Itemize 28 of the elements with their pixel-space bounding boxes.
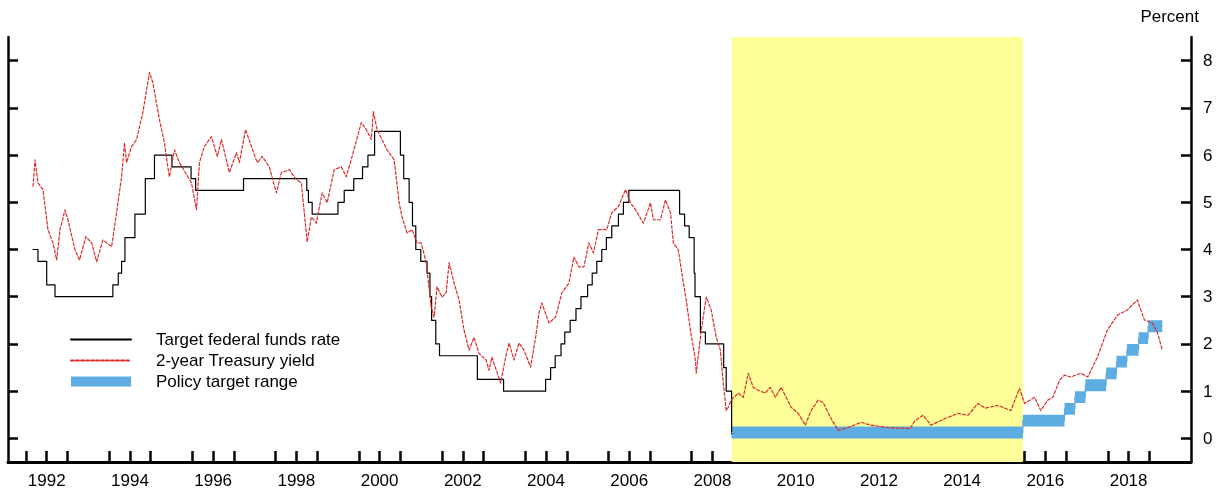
x-tick-label: 1998 — [277, 471, 316, 490]
x-tick-label: 2000 — [360, 471, 399, 490]
y-tick-label: 5 — [1203, 192, 1213, 212]
line-series — [32, 71, 1163, 431]
x-tick-label: 2014 — [943, 471, 982, 490]
x-tick-label: 2002 — [443, 471, 482, 490]
y-tick-label: 3 — [1203, 287, 1213, 307]
y-tick-label: 0 — [1203, 428, 1213, 448]
x-tick-label: 1992 — [27, 471, 66, 490]
x-tick-label: 1994 — [111, 471, 149, 490]
legend-label: Target federal funds rate — [156, 330, 341, 349]
y-tick-label: 8 — [1203, 51, 1213, 71]
x-tick-label: 2010 — [776, 471, 815, 490]
y-tick-label: 7 — [1203, 98, 1213, 118]
y-tick-label: 6 — [1203, 145, 1213, 165]
legend-label: 2-year Treasury yield — [156, 351, 315, 370]
y-tick-label: 4 — [1203, 240, 1213, 259]
y-tick-label: 1 — [1203, 381, 1213, 401]
x-tick-label: 2012 — [860, 471, 898, 490]
x-tick-label: 2006 — [610, 471, 649, 490]
x-tick-label: 2008 — [693, 471, 732, 490]
x-tick-label: 2016 — [1026, 471, 1065, 490]
y-axis-title: Percent — [1140, 7, 1200, 26]
x-tick-label: 1996 — [194, 471, 233, 490]
legend-label: Policy target range — [156, 372, 298, 391]
y-tick-label: 2 — [1203, 334, 1213, 354]
x-tick-label: 2004 — [527, 471, 565, 490]
x-tick-label: 2018 — [1109, 471, 1148, 490]
